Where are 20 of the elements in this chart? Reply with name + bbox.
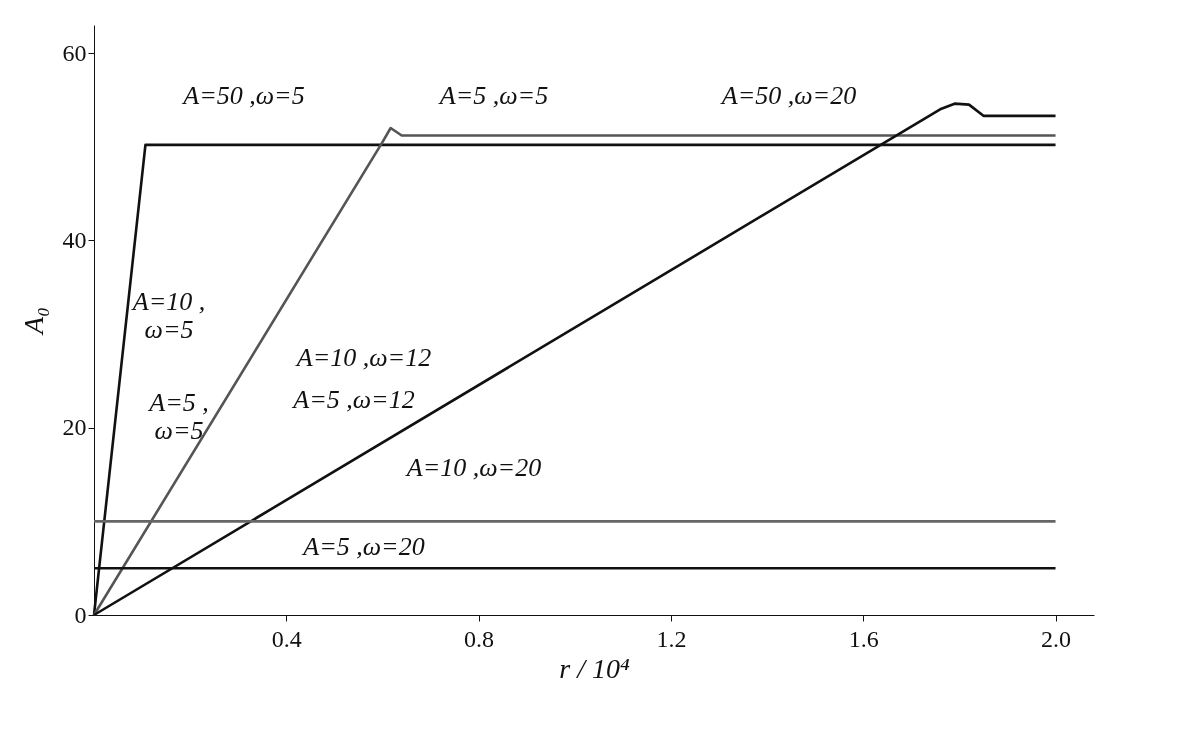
x-tick-label: 2.0 [1041, 625, 1072, 652]
annotation: A=50 ,ω=20 [719, 80, 857, 110]
y-tick-label: 60 [62, 39, 87, 66]
y-axis-title: A₀ [17, 307, 49, 336]
x-tick-label: 1.6 [848, 625, 879, 652]
annotation: A=10 , ω=5 [130, 287, 206, 345]
x-tick-label: 0.8 [464, 625, 495, 652]
annotation: A=5 ,ω=12 [291, 384, 415, 414]
x-axis-title: r / 10⁴ [559, 652, 630, 684]
annotation: A=10 ,ω=20 [404, 452, 542, 482]
x-tick-label: 1.2 [656, 625, 687, 652]
annotation: A=5 ,ω=5 [437, 80, 549, 110]
annotation: A=5 , ω=5 [147, 387, 209, 445]
y-tick-label: 0 [74, 601, 87, 628]
annotation: A=10 ,ω=12 [294, 343, 432, 373]
x-tick-label: 0.4 [271, 625, 302, 652]
annotation: A=5 ,ω=20 [301, 532, 425, 562]
y-tick-label: 20 [62, 414, 87, 441]
y-tick-label: 40 [62, 226, 87, 253]
annotation: A=50 ,ω=5 [181, 80, 305, 110]
